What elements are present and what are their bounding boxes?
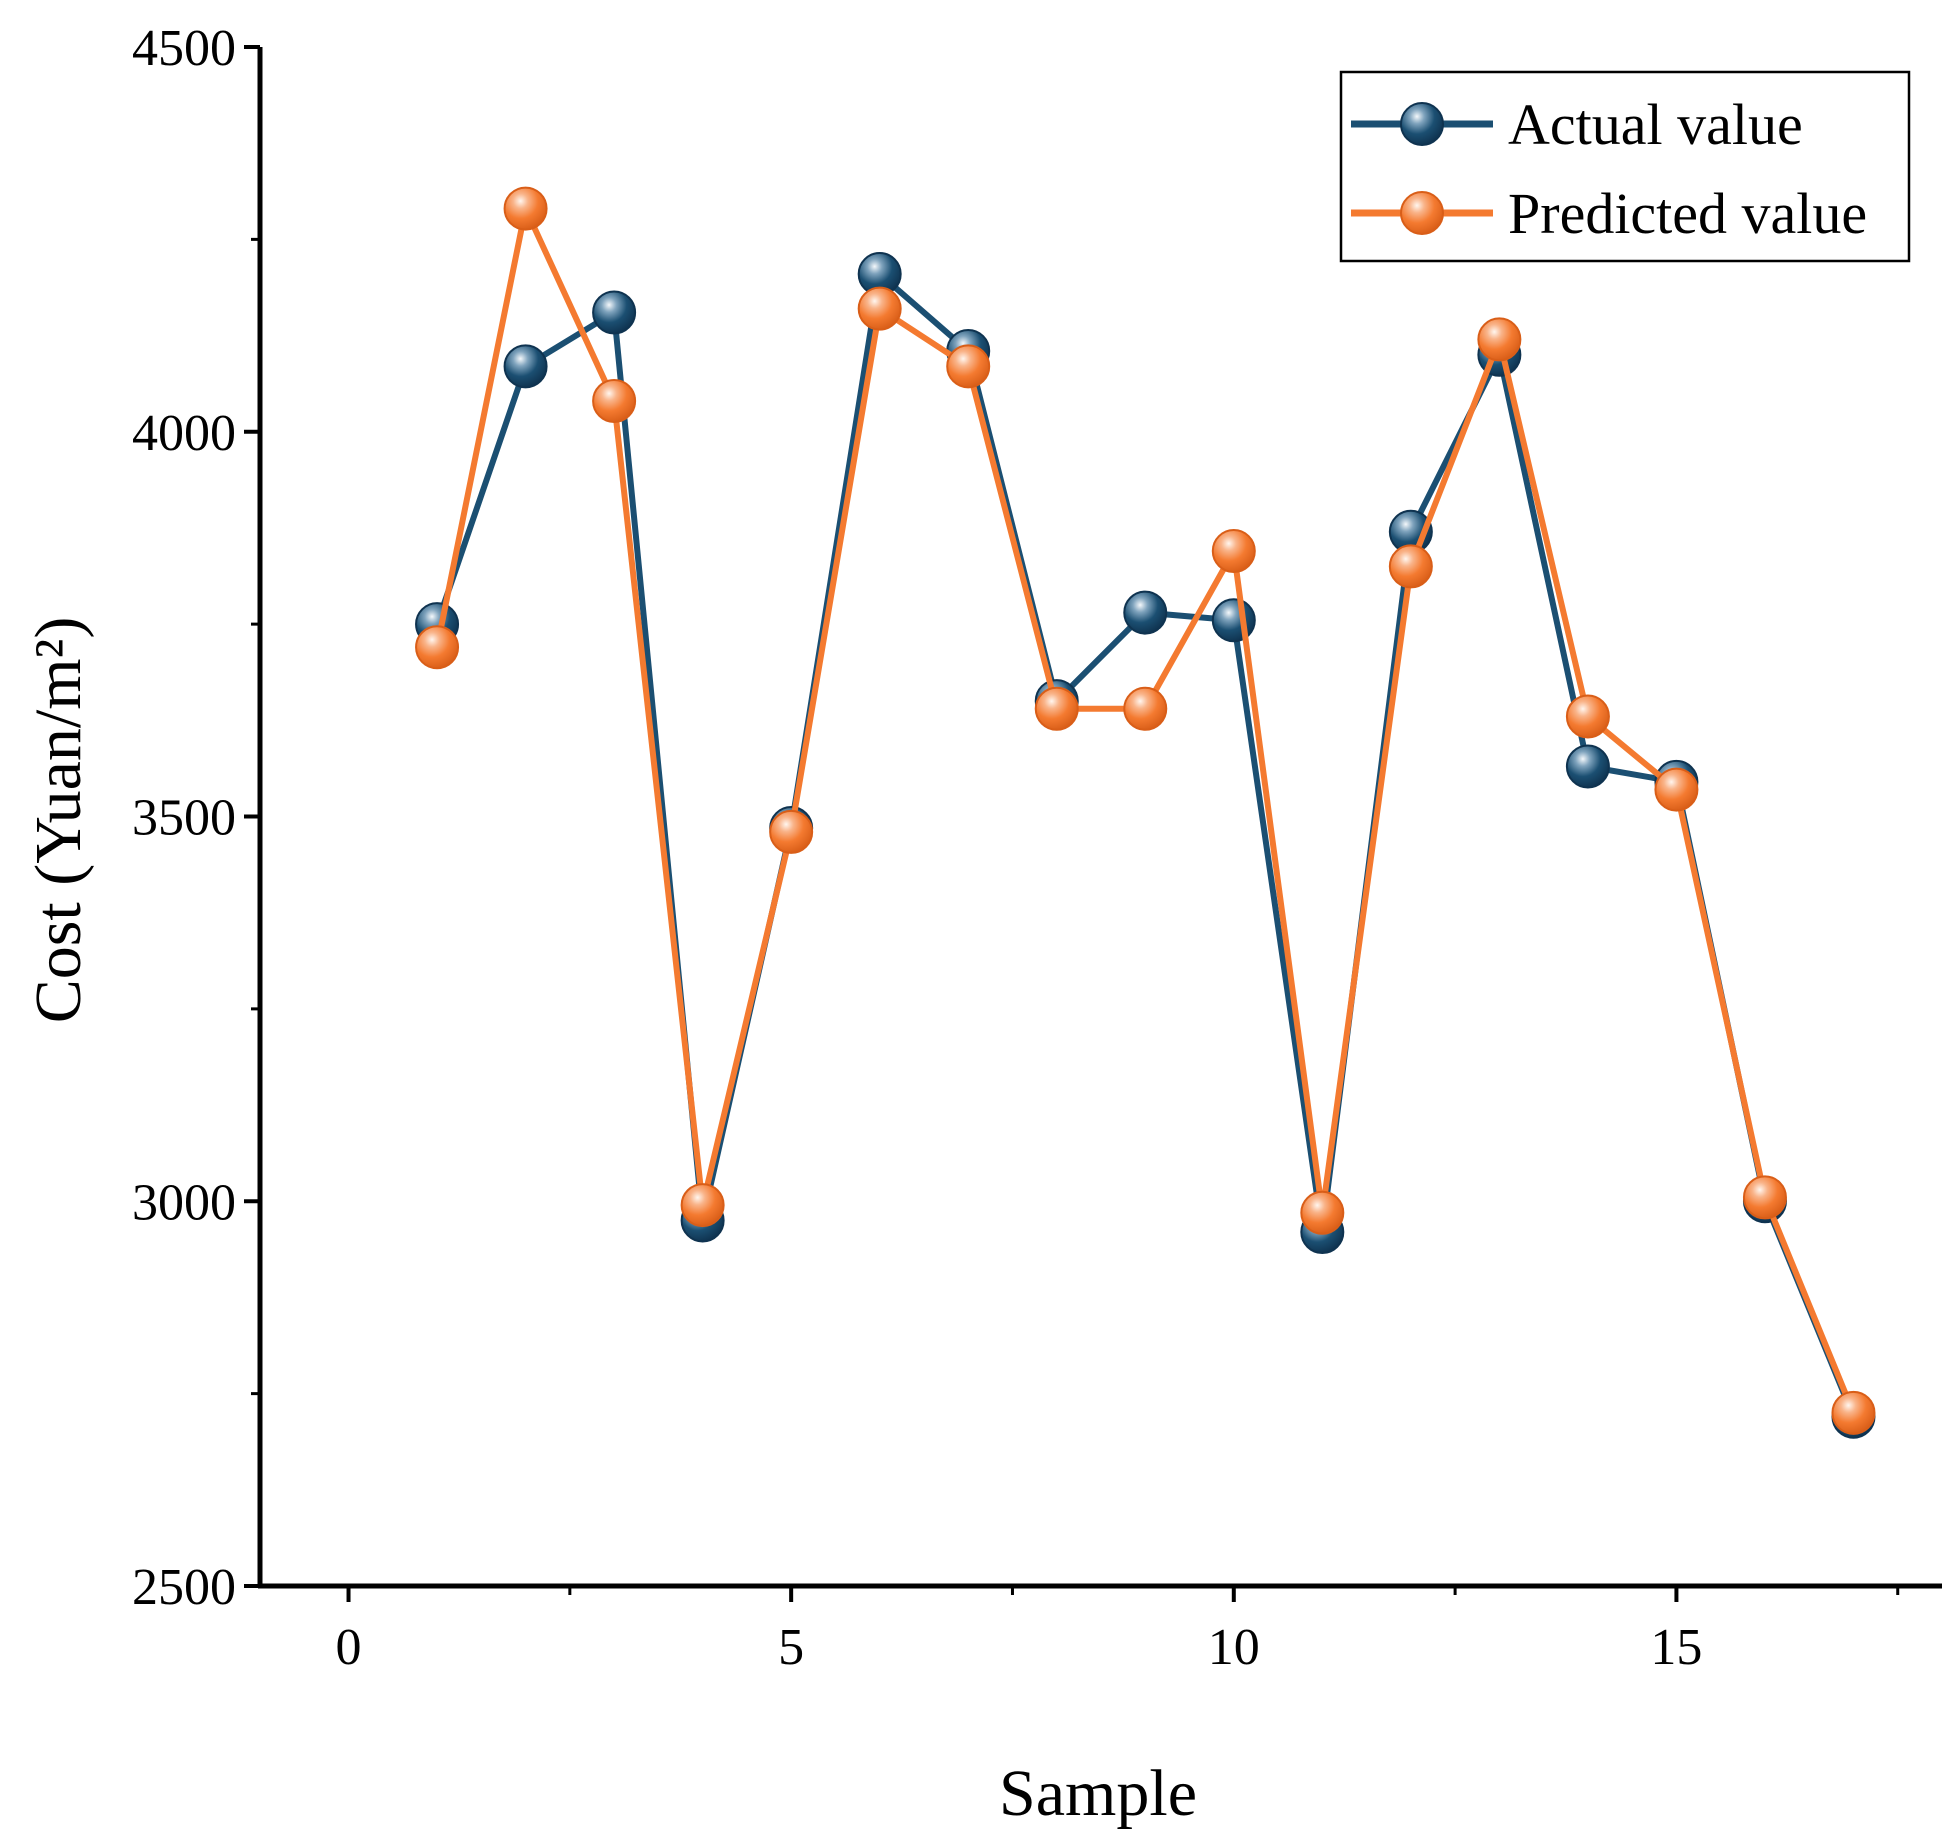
x-axis-title: Sample [999,1757,1197,1830]
x-ticks: 0 5 10 15 [336,1586,1900,1676]
data-point [1123,686,1168,731]
data-point [1300,1190,1345,1235]
data-point [1123,590,1168,635]
series-line [434,271,1857,1418]
data-point [592,378,637,423]
data-point [1831,1390,1876,1435]
legend-marker-actual [1400,102,1444,146]
y-tick-label: 3500 [132,790,236,847]
y-tick-label: 4000 [132,405,236,462]
x-tick-label: 5 [778,1619,804,1676]
data-point [1211,529,1256,574]
legend-marker-predicted [1400,191,1444,235]
y-tick-label: 3000 [132,1174,236,1231]
data-point [1388,544,1433,589]
legend-entry-predicted: Predicted value [1351,181,1867,246]
data-point [1565,694,1610,739]
y-tick-label: 2500 [132,1559,236,1616]
data-point [1477,317,1522,362]
data-point [1742,1175,1787,1220]
series-layer [415,186,1876,1439]
data-point [946,344,991,389]
data-point [503,344,548,389]
y-tick-label: 4500 [132,20,236,77]
data-point [1565,744,1610,789]
data-point [769,809,814,854]
y-axis-title: Cost (Yuan/m²) [22,617,95,1024]
data-point [415,625,460,670]
legend-label-predicted: Predicted value [1508,181,1867,246]
data-point [1034,686,1079,731]
x-tick-label: 15 [1650,1619,1702,1676]
x-tick-label: 10 [1208,1619,1260,1676]
series-predicted [415,186,1876,1435]
data-point [592,290,637,335]
data-point [1654,767,1699,812]
data-point [680,1183,725,1228]
legend-entry-actual: Actual value [1351,92,1803,157]
legend-label-actual: Actual value [1508,92,1803,157]
data-point [503,186,548,231]
x-tick-label: 0 [336,1619,362,1676]
series-actual [415,252,1876,1439]
legend: Actual value Predicted value [1339,70,1911,263]
y-ticks: 2500 3000 3500 4000 4500 [132,20,260,1616]
series-line [434,205,1857,1415]
data-point [857,286,902,331]
data-point [1211,598,1256,643]
